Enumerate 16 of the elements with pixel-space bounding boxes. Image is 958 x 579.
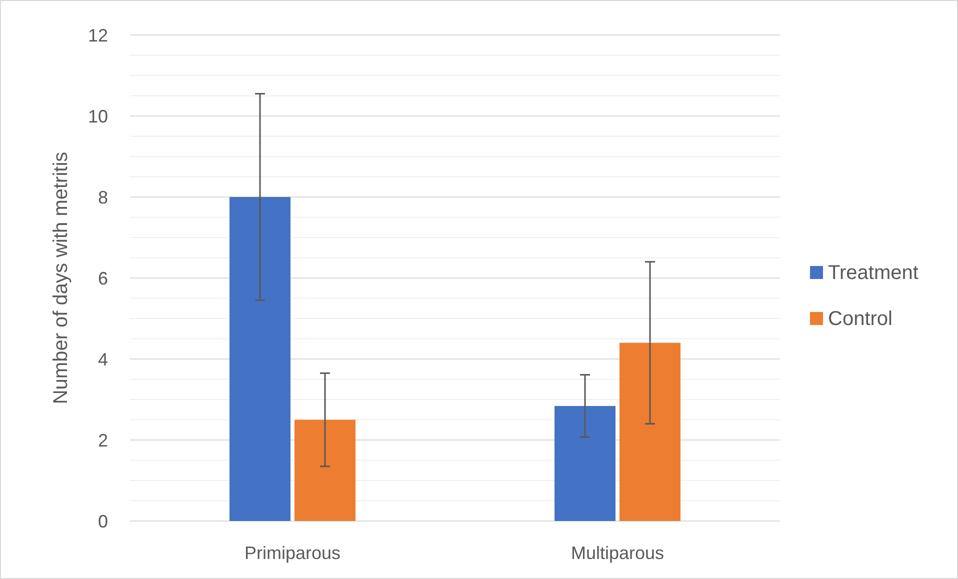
- x-tick-label: Multiparous: [570, 543, 664, 563]
- y-tick-label: 10: [88, 106, 108, 126]
- bar: [230, 197, 290, 521]
- legend-label: Treatment: [828, 262, 919, 284]
- y-tick-label: 2: [98, 430, 108, 450]
- y-tick-label: 0: [98, 511, 108, 532]
- y-tick-label: 6: [98, 268, 108, 288]
- legend-label: Control: [828, 308, 892, 330]
- bar: [554, 406, 616, 521]
- y-tick-label: 12: [88, 25, 108, 46]
- y-tick-label: 8: [98, 187, 108, 208]
- x-tick-label: Primiparous: [244, 543, 341, 563]
- bar: [294, 420, 356, 521]
- y-axis-title: Number of days with metritis: [50, 152, 72, 404]
- bar: [620, 342, 680, 521]
- y-tick-label: 4: [98, 349, 108, 370]
